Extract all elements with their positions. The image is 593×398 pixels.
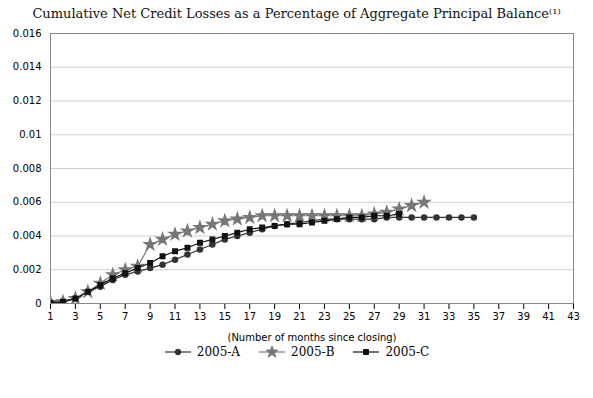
svg-text:23: 23	[318, 311, 331, 322]
svg-text:0.006: 0.006	[13, 196, 42, 207]
html-text:2005-C: 2005-C	[385, 345, 430, 359]
svg-text:9: 9	[147, 311, 153, 322]
svg-text:0: 0	[35, 298, 41, 309]
svg-text:35: 35	[468, 311, 481, 322]
svg-text:27: 27	[368, 311, 381, 322]
svg-text:0.008: 0.008	[13, 163, 42, 174]
svg-text:1: 1	[47, 311, 53, 322]
svg-text:31: 31	[418, 311, 431, 322]
svg-text:3: 3	[72, 311, 78, 322]
svg-text:37: 37	[492, 311, 505, 322]
svg-text:(Number of months since closin: (Number of months since closing)	[227, 332, 396, 343]
svg-text:19: 19	[268, 311, 281, 322]
svg-text:29: 29	[393, 311, 406, 322]
html-text:2005-B: 2005-B	[291, 345, 335, 359]
svg-text:41: 41	[542, 311, 555, 322]
svg-text:0.002: 0.002	[13, 264, 42, 275]
svg-text:0.012: 0.012	[13, 95, 42, 106]
svg-text:0.01: 0.01	[19, 129, 41, 140]
svg-text:21: 21	[293, 311, 306, 322]
html-text:2005-A: 2005-A	[196, 345, 240, 359]
svg-text:17: 17	[243, 311, 256, 322]
svg-text:13: 13	[194, 311, 207, 322]
svg-text:0.014: 0.014	[13, 61, 42, 72]
svg-text:0.016: 0.016	[13, 28, 42, 39]
svg-text:0.004: 0.004	[13, 230, 42, 241]
svg-text:33: 33	[443, 311, 456, 322]
svg-text:11: 11	[169, 311, 182, 322]
svg-text:43: 43	[567, 311, 580, 322]
svg-text:15: 15	[218, 311, 231, 322]
html-text:Cumulative Net Credit Losses a: Cumulative Net Credit Losses as a Percen…	[32, 6, 561, 21]
svg-text:39: 39	[517, 311, 530, 322]
svg-text:25: 25	[343, 311, 356, 322]
svg-text:5: 5	[97, 311, 103, 322]
svg-text:7: 7	[122, 311, 128, 322]
